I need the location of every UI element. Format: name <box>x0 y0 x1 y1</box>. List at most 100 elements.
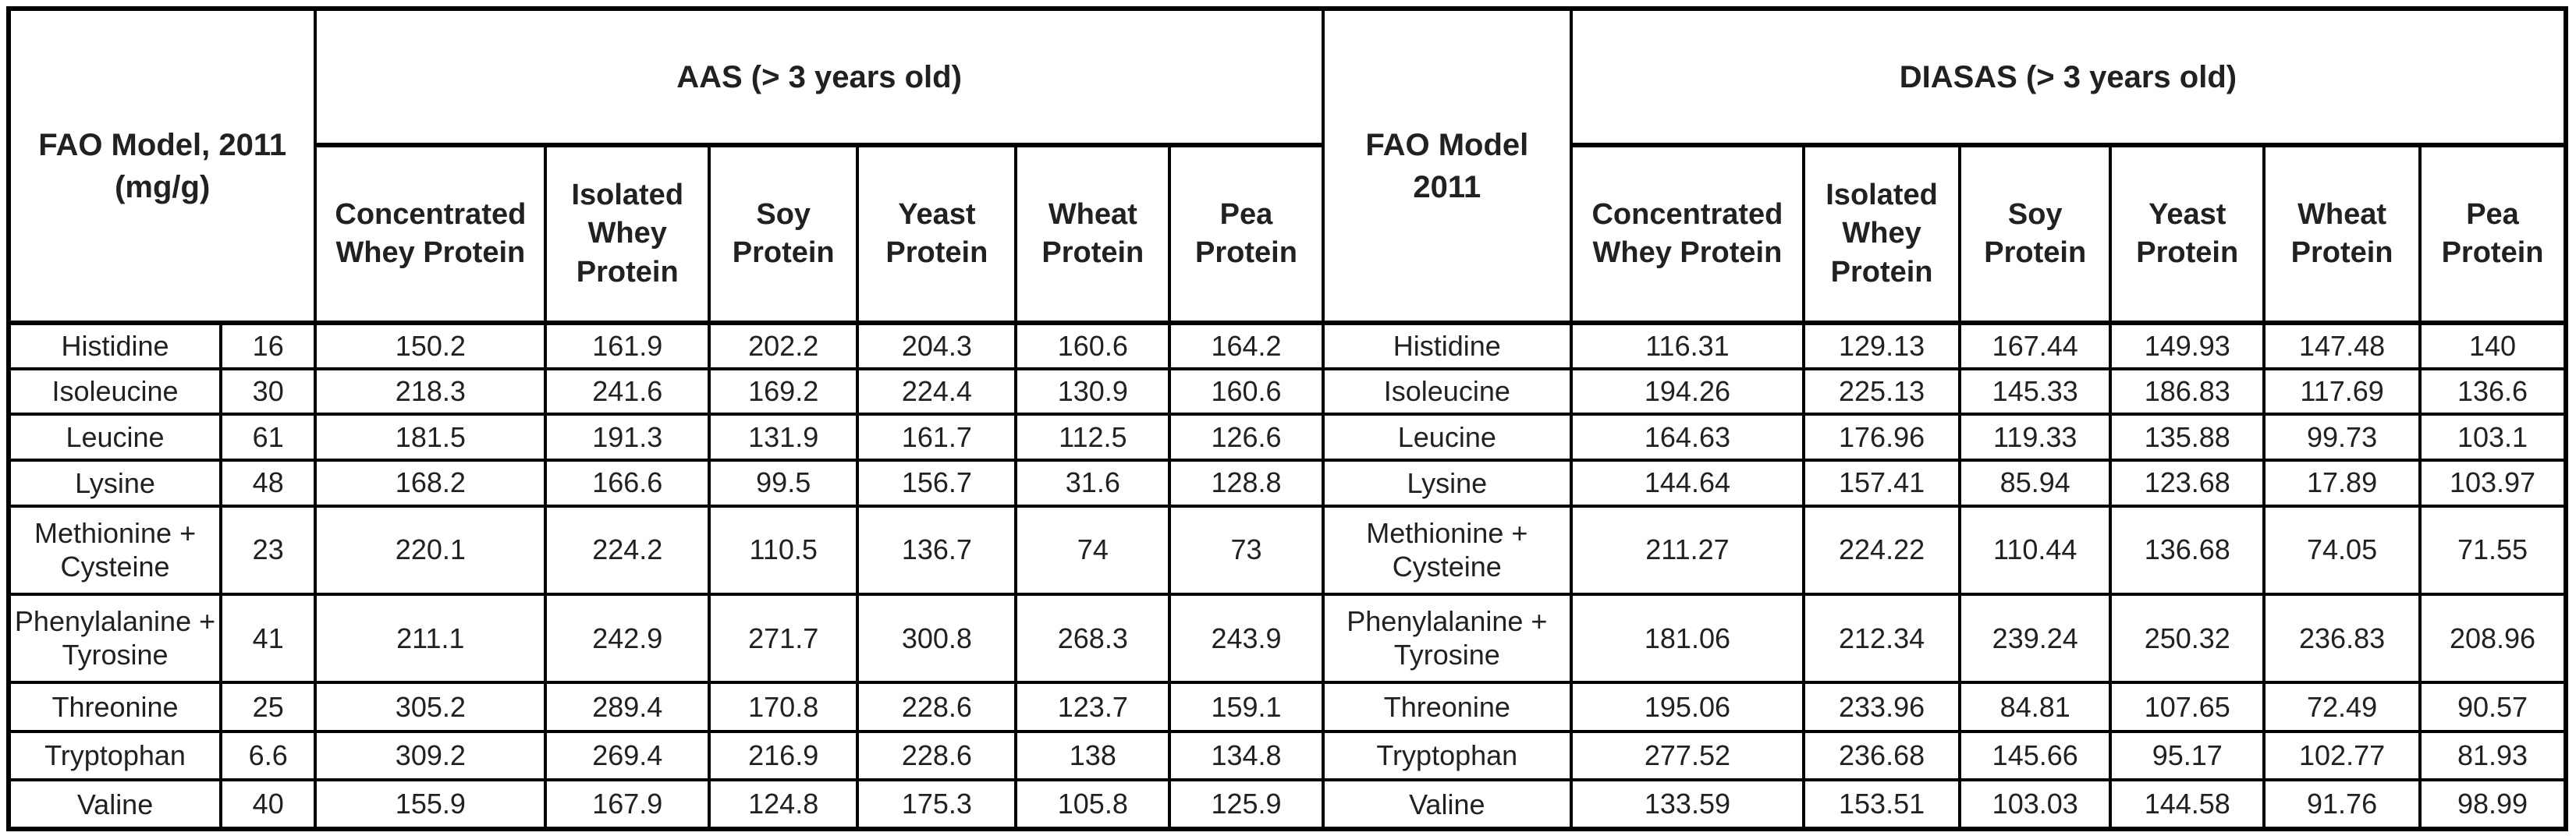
amino-acid-name-cell: Valine <box>6 778 223 831</box>
diasas-col-wheat-protein: Wheat Protein <box>2262 143 2422 325</box>
aas-score-cell: 224.4 <box>856 367 1018 416</box>
diasas-score-cell: 144.64 <box>1569 458 1806 508</box>
diasas-score-cell: 81.93 <box>2418 729 2567 782</box>
diasas-score-cell: 85.94 <box>1958 458 2113 508</box>
diasas-score-cell: 103.97 <box>2418 458 2567 508</box>
amino-acid-name-cell: Leucine <box>1321 413 1573 462</box>
diasas-score-cell: 123.68 <box>2109 458 2266 508</box>
aas-score-cell: 159.1 <box>1168 680 1325 733</box>
diasas-score-cell: 107.65 <box>2109 680 2266 733</box>
fao-reference-value-cell: 40 <box>219 778 318 831</box>
table-row: Valine 40 155.9 167.9 124.8 175.3 105.8 125.9 Va… <box>6 778 2567 831</box>
aas-score-cell: 242.9 <box>544 592 711 684</box>
diasas-score-cell: 136.6 <box>2418 367 2567 416</box>
diasas-score-cell: 103.03 <box>1958 778 2113 831</box>
aas-score-cell: 170.8 <box>708 680 860 733</box>
amino-acid-name-cell: Methionine + Cysteine <box>1321 504 1573 596</box>
table-row: Phenylalanine + Tyrosine 41 211.1 242.9 271.… <box>6 592 2567 684</box>
aas-score-cell: 99.5 <box>708 458 860 508</box>
aas-score-cell: 202.2 <box>708 321 860 370</box>
amino-acid-name-cell: Tryptophan <box>1321 729 1573 782</box>
diasas-score-cell: 110.44 <box>1958 504 2113 596</box>
aas-col-yeast-protein: Yeast Protein <box>856 143 1018 325</box>
diasas-score-cell: 102.77 <box>2262 729 2422 782</box>
aas-score-cell: 175.3 <box>856 778 1018 831</box>
fao-reference-value-cell: 23 <box>219 504 318 596</box>
diasas-score-cell: 99.73 <box>2262 413 2422 462</box>
table-row: Histidine 16 150.2 161.9 202.2 204.3 160.6 164.… <box>6 321 2567 370</box>
aas-score-cell: 160.6 <box>1014 321 1172 370</box>
diasas-score-cell: 140 <box>2418 321 2567 370</box>
fao-model-left-header: FAO Model, 2011 (mg/g) <box>6 7 318 325</box>
aas-score-cell: 156.7 <box>856 458 1018 508</box>
table-row: Methionine + Cysteine 23 220.1 224.2 110.5 13… <box>6 504 2567 596</box>
diasas-score-cell: 195.06 <box>1569 680 1806 733</box>
fao-reference-value-cell: 16 <box>219 321 318 370</box>
aas-group-header: AAS (> 3 years old) <box>314 7 1325 147</box>
diasas-score-cell: 250.32 <box>2109 592 2266 684</box>
aas-score-cell: 31.6 <box>1014 458 1172 508</box>
aas-score-cell: 112.5 <box>1014 413 1172 462</box>
aas-score-cell: 105.8 <box>1014 778 1172 831</box>
table-body: Histidine 16 150.2 161.9 202.2 204.3 160.6 164.… <box>6 321 2567 831</box>
aas-score-cell: 161.9 <box>544 321 711 370</box>
amino-acid-name-cell: Isoleucine <box>6 367 223 416</box>
diasas-col-yeast-protein: Yeast Protein <box>2109 143 2266 325</box>
diasas-score-cell: 135.88 <box>2109 413 2266 462</box>
table-row: Leucine 61 181.5 191.3 131.9 161.7 112.5 126.6 L… <box>6 413 2567 462</box>
diasas-score-cell: 236.68 <box>1802 729 1962 782</box>
diasas-score-cell: 133.59 <box>1569 778 1806 831</box>
aas-score-cell: 191.3 <box>544 413 711 462</box>
diasas-score-cell: 167.44 <box>1958 321 2113 370</box>
group-header-row: FAO Model, 2011 (mg/g) AAS (> 3 years ol… <box>6 7 2568 325</box>
diasas-score-cell: 277.52 <box>1569 729 1806 782</box>
diasas-score-cell: 119.33 <box>1958 413 2113 462</box>
amino-acid-name-cell: Isoleucine <box>1321 367 1573 416</box>
aas-score-cell: 138 <box>1014 729 1172 782</box>
diasas-score-cell: 72.49 <box>2262 680 2422 733</box>
diasas-score-cell: 17.89 <box>2262 458 2422 508</box>
diasas-score-cell: 149.93 <box>2109 321 2266 370</box>
diasas-score-cell: 145.66 <box>1958 729 2113 782</box>
aas-score-cell: 271.7 <box>708 592 860 684</box>
amino-acid-name-cell: Methionine + Cysteine <box>6 504 223 596</box>
diasas-score-cell: 91.76 <box>2262 778 2422 831</box>
fao-reference-value-cell: 61 <box>219 413 318 462</box>
diasas-score-cell: 194.26 <box>1569 367 1806 416</box>
aas-score-cell: 160.6 <box>1168 367 1325 416</box>
aas-score-cell: 126.6 <box>1168 413 1325 462</box>
diasas-score-cell: 211.27 <box>1569 504 1806 596</box>
diasas-col-pea-protein: Pea Protein <box>2418 143 2567 325</box>
fao-model-right-header: FAO Model 2011 <box>1321 7 1573 325</box>
diasas-score-cell: 95.17 <box>2109 729 2266 782</box>
protein-header-row: Concentrated Whey Protein Isolated Whey … <box>9 143 2567 325</box>
aas-score-cell: 150.2 <box>314 321 548 370</box>
amino-acid-name-cell: Tryptophan <box>6 729 223 782</box>
aas-col-isolated-whey-protein: Isolated Whey Protein <box>544 143 711 325</box>
aas-score-cell: 124.8 <box>708 778 860 831</box>
aas-score-cell: 220.1 <box>314 504 548 596</box>
aas-col-concentrated-whey-protein: Concentrated Whey Protein <box>314 143 548 325</box>
aas-col-pea-protein: Pea Protein <box>1168 143 1325 325</box>
table-row: Lysine 48 168.2 166.6 99.5 156.7 31.6 128.8 Lysi… <box>6 458 2567 508</box>
amino-acid-name-cell: Histidine <box>6 321 223 370</box>
table-header: FAO Model, 2011 (mg/g) AAS (> 3 years ol… <box>6 7 2568 325</box>
diasas-score-cell: 153.51 <box>1802 778 1962 831</box>
aas-score-cell: 228.6 <box>856 680 1018 733</box>
amino-acid-name-cell: Histidine <box>1321 321 1573 370</box>
diasas-score-cell: 239.24 <box>1958 592 2113 684</box>
aas-score-cell: 74 <box>1014 504 1172 596</box>
aas-score-cell: 136.7 <box>856 504 1018 596</box>
diasas-score-cell: 117.69 <box>2262 367 2422 416</box>
diasas-group-header: DIASAS (> 3 years old) <box>1569 7 2568 147</box>
diasas-score-cell: 145.33 <box>1958 367 2113 416</box>
amino-acid-name-cell: Leucine <box>6 413 223 462</box>
aas-score-cell: 168.2 <box>314 458 548 508</box>
aas-score-cell: 204.3 <box>856 321 1018 370</box>
fao-reference-value-cell: 41 <box>219 592 318 684</box>
diasas-score-cell: 136.68 <box>2109 504 2266 596</box>
aas-score-cell: 181.5 <box>314 413 548 462</box>
aas-score-cell: 128.8 <box>1168 458 1325 508</box>
aas-score-cell: 228.6 <box>856 729 1018 782</box>
aas-score-cell: 167.9 <box>544 778 711 831</box>
